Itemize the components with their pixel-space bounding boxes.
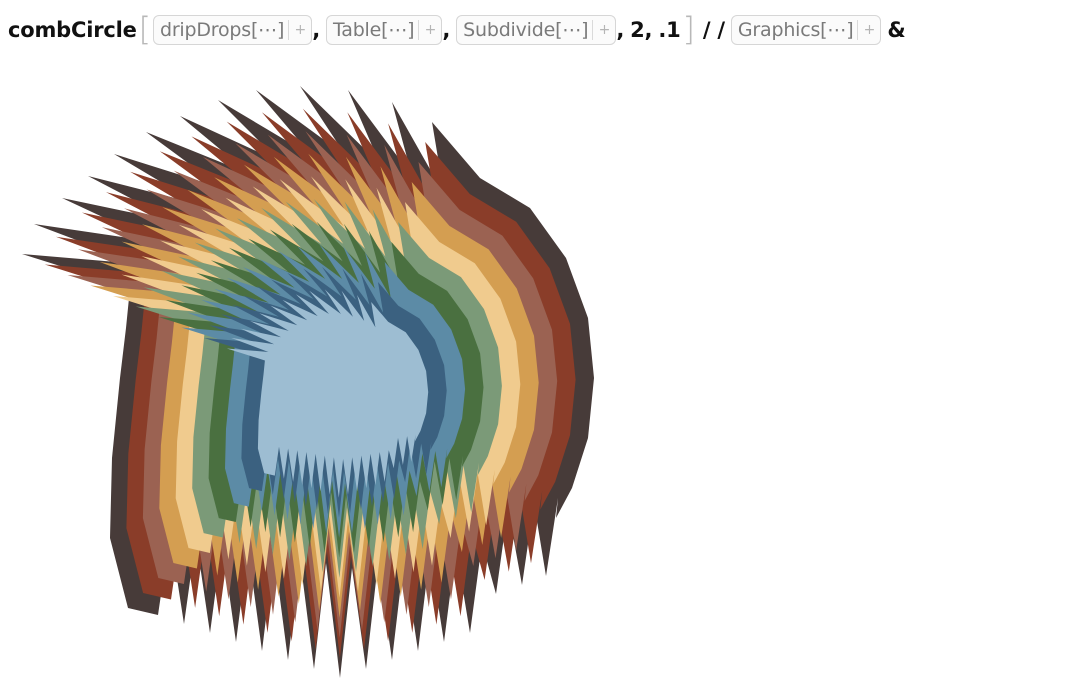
postfix-operator: / /: [702, 18, 725, 42]
plus-icon[interactable]: +: [863, 22, 876, 38]
table-label: Table[⋯]: [332, 19, 415, 41]
number-argument: .1: [658, 18, 681, 42]
graphics-label: Graphics[⋯]: [737, 19, 854, 41]
open-bracket: [: [138, 10, 152, 48]
subdivide-elided-box[interactable]: Subdivide[⋯] +: [456, 15, 617, 45]
plus-icon[interactable]: +: [424, 22, 437, 38]
comma: ,: [312, 18, 320, 42]
color-band-10: [226, 289, 429, 498]
close-bracket: ]: [682, 10, 696, 48]
plus-icon[interactable]: +: [294, 22, 306, 38]
box-divider: [857, 20, 859, 40]
dripdrops-elided-box[interactable]: dripDrops[⋯] +: [152, 15, 313, 45]
table-elided-box[interactable]: Table[⋯] +: [325, 15, 443, 45]
comma: ,: [644, 18, 653, 42]
subdivide-label: Subdivide[⋯]: [463, 19, 589, 41]
box-divider: [592, 20, 594, 40]
box-divider: [288, 20, 290, 40]
dripdrops-label: dripDrops[⋯]: [159, 19, 285, 41]
box-divider: [418, 20, 420, 40]
comma: ,: [616, 18, 625, 42]
ampersand-operator: &: [887, 18, 906, 42]
input-cell[interactable]: combCircle [ dripDrops[⋯] + , Table[⋯] +…: [8, 10, 912, 50]
graphics-elided-box[interactable]: Graphics[⋯] +: [730, 15, 882, 45]
number-argument: 2: [630, 18, 645, 42]
comb-circle-graphic[interactable]: [0, 78, 680, 690]
plus-icon[interactable]: +: [598, 22, 611, 38]
function-name: combCircle: [8, 18, 137, 42]
comma: ,: [442, 18, 451, 42]
